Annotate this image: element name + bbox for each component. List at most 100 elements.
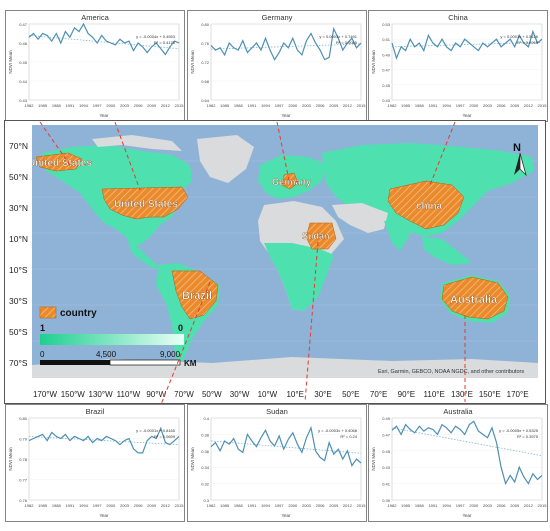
y-tick-sudan-4: 0.38	[201, 432, 210, 437]
scale-bar-left	[40, 360, 110, 365]
x-tick-germany-8: 2006	[316, 103, 326, 108]
x-tick-america-7: 2003	[120, 103, 130, 108]
label-china: china	[416, 201, 443, 212]
country-australia	[441, 276, 509, 320]
chart-frame-america	[5, 10, 185, 122]
lon-label-6: 50°W	[202, 390, 222, 399]
x-tick-china-1: 1985	[401, 103, 411, 108]
chart-title-australia: Australia	[443, 407, 473, 416]
lon-label-5: 70°W	[174, 390, 194, 399]
chart-title-brazil: Brazil	[86, 407, 105, 416]
r-squared-brazil: R² = 0.0699	[154, 434, 176, 439]
x-tick-brazil-5: 1997	[93, 503, 103, 508]
y-tick-china-4: 0.51	[382, 37, 391, 42]
scale-label-0: 0	[40, 350, 45, 359]
chart-america: America 0.43 0.44 0.45 0.46 0.47 1982 1985 1988 1…	[5, 10, 185, 122]
lat-label-6: 50°S	[9, 327, 28, 337]
y-tick-australia-5: 0.49	[382, 416, 391, 421]
x-tick-america-3: 1991	[65, 103, 75, 108]
x-tick-america-9: 2009	[147, 103, 157, 108]
y-tick-australia-3: 0.45	[382, 449, 391, 454]
x-tick-sudan-3: 1991	[247, 503, 257, 508]
chart-germany: Germany 0.64 0.68 0.72 0.76 0.80 1982 1985 1988 1…	[187, 10, 367, 122]
x-tick-brazil-8: 2006	[134, 503, 144, 508]
x-tick-australia-1: 1985	[401, 503, 411, 508]
land-middle-east	[332, 203, 388, 233]
map-svg: United States United States Germany chin…	[32, 125, 538, 378]
series-line-brazil	[28, 426, 180, 454]
r-squared-china: R² = 0.0265	[517, 40, 539, 45]
equation-germany: y = 0.0003x + 0.7491	[319, 34, 357, 39]
r-squared-sudan: R² = 0.24	[340, 434, 357, 439]
lon-label-2: 130°W	[89, 390, 114, 399]
y-label-brazil: NDVI Mean	[8, 447, 13, 471]
label-united-states: United States	[114, 199, 178, 210]
country-united-states	[101, 186, 189, 220]
x-tick-sudan-5: 1997	[275, 503, 285, 508]
lat-label-4: 10°S	[9, 265, 28, 275]
y-tick-sudan-5: 0.4	[203, 416, 209, 421]
x-tick-germany-6: 2000	[288, 103, 298, 108]
x-tick-sudan-4: 1994	[261, 503, 271, 508]
y-tick-china-3: 0.49	[382, 52, 391, 57]
x-tick-sudan-1: 1985	[220, 503, 230, 508]
chart-china: China 0.43 0.45 0.47 0.49 0.51 0.53 1982 1985 198…	[368, 10, 548, 122]
series-line-china	[391, 29, 543, 61]
x-tick-brazil-10: 2012	[161, 503, 171, 508]
chart-frame-germany	[187, 10, 367, 122]
x-tick-brazil-11: 2015	[175, 503, 185, 508]
x-tick-china-0: 1982	[388, 103, 398, 108]
equation-australia: y = -0.0005x + 0.5325	[499, 428, 539, 433]
x-tick-brazil-3: 1991	[65, 503, 75, 508]
trend-line-brazil	[28, 436, 180, 446]
y-tick-germany-2: 0.72	[201, 60, 210, 65]
lat-label-3: 10°N	[9, 234, 28, 244]
land-greenland	[197, 135, 254, 183]
y-tick-sudan-2: 0.34	[201, 465, 210, 470]
north-arrow: N	[513, 142, 527, 177]
y-tick-brazil-1: 0.77	[19, 478, 28, 483]
x-tick-germany-9: 2009	[329, 103, 339, 108]
x-label-brazil: Year	[99, 513, 109, 518]
x-label-america: Year	[99, 113, 109, 118]
x-tick-china-2: 1988	[415, 103, 425, 108]
y-tick-china-0: 0.43	[382, 98, 391, 103]
legend-country-label: country	[60, 308, 97, 319]
y-tick-sudan-3: 0.36	[201, 449, 210, 454]
y-tick-america-2: 0.45	[19, 60, 28, 65]
land-central-america	[128, 243, 158, 269]
lat-label-0: 70°N	[9, 141, 28, 151]
x-tick-china-5: 1997	[456, 103, 466, 108]
lon-label-14: 110°E	[424, 390, 445, 399]
lat-label-7: 70°S	[9, 358, 28, 368]
lon-label-4: 90°W	[146, 390, 166, 399]
r-squared-australia: R² = 0.3975	[517, 434, 539, 439]
lon-label-8: 10°W	[258, 390, 278, 399]
legend-country-swatch	[39, 306, 57, 319]
x-tick-america-11: 2015	[175, 103, 185, 108]
scale-label-max: 9,000	[160, 350, 181, 359]
x-label-sudan: Year	[281, 513, 291, 518]
y-label-china: NDVI Mean	[371, 50, 376, 74]
x-tick-australia-3: 1991	[428, 503, 438, 508]
y-tick-germany-4: 0.80	[201, 22, 210, 27]
x-label-germany: Year	[281, 113, 291, 118]
x-label-china: Year	[462, 113, 472, 118]
series-line-germany	[210, 26, 362, 61]
label-germany: Germany	[272, 177, 311, 187]
x-tick-germany-7: 2003	[302, 103, 312, 108]
y-tick-sudan-1: 0.32	[201, 482, 210, 487]
scale-bar-right	[109, 359, 181, 366]
x-tick-australia-2: 1988	[415, 503, 425, 508]
y-tick-australia-1: 0.41	[382, 482, 391, 487]
x-tick-america-1: 1985	[38, 103, 48, 108]
y-tick-america-1: 0.44	[19, 79, 28, 84]
equation-america: y = -0.0004x + 0.4553	[136, 34, 176, 39]
x-tick-brazil-2: 1988	[52, 503, 62, 508]
chart-australia: Australia 0.39 0.41 0.43 0.45 0.47 0.49 1982 198…	[368, 404, 548, 522]
y-tick-china-1: 0.45	[382, 83, 391, 88]
equation-brazil: y = -0.0001x + 0.8165	[136, 428, 176, 433]
